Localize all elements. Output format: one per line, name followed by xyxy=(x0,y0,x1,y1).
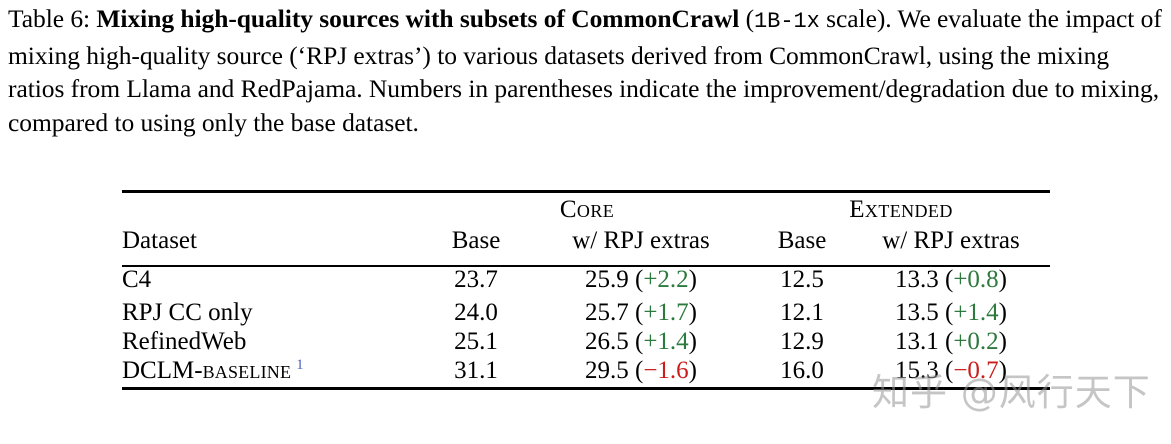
mix-delta: +1.7 xyxy=(643,299,689,326)
column-header-core-base: Base xyxy=(451,227,501,254)
mix-value: 13.5 xyxy=(894,299,939,326)
dataset-label: RPJ CC only xyxy=(122,299,253,326)
cell-core-base: 25.1 xyxy=(454,328,498,355)
table-group-header-row: Core Extended xyxy=(122,197,1050,228)
paren-open: ( xyxy=(938,328,954,355)
mix-delta: −0.7 xyxy=(953,357,999,384)
caption-scale-mono: 1B-1x xyxy=(754,9,820,34)
caption-label: Table 6: xyxy=(8,4,91,33)
mix-value: 25.9 xyxy=(584,266,629,293)
paren-open: ( xyxy=(938,266,954,293)
table-mid-rule xyxy=(122,265,1050,267)
caption-scale-open: ( xyxy=(739,4,755,33)
cell-extended-mix: 15.3 (−0.7) xyxy=(852,358,1050,387)
cell-core-base: 23.7 xyxy=(454,266,498,293)
mix-delta: +0.2 xyxy=(953,328,999,355)
cell-extended-mix: 13.1 (+0.2) xyxy=(852,329,1050,358)
cell-extended-base: 12.1 xyxy=(780,299,824,326)
footnote-reference-link[interactable]: 1 xyxy=(296,356,304,373)
cell-core-mix: 25.7 (+1.7) xyxy=(530,300,752,329)
mix-value: 13.3 xyxy=(894,266,939,293)
cell-dataset-name: RPJ CC only xyxy=(122,300,422,329)
mix-delta: −1.6 xyxy=(643,357,689,384)
caption-body: scale). We evaluate the impact of mixing… xyxy=(8,4,1162,137)
results-table-body: C4 23.7 25.9 (+2.2) 12.5 13.3 (+0.8) RPJ CC o… xyxy=(122,267,1050,387)
paren-close: ) xyxy=(688,299,697,326)
table-row: C4 23.7 25.9 (+2.2) 12.5 13.3 (+0.8) xyxy=(122,267,1050,300)
paren-close: ) xyxy=(688,266,697,293)
cell-core-mix: 29.5 (−1.6) xyxy=(530,358,752,387)
cell-core-mix: 26.5 (+1.4) xyxy=(530,329,752,358)
mix-value: 15.3 xyxy=(894,357,939,384)
cell-extended-mix: 13.5 (+1.4) xyxy=(852,300,1050,329)
group-header-core: Core xyxy=(559,196,615,223)
column-header-extended-mix: w/ RPJ extras xyxy=(882,227,1020,254)
paren-open: ( xyxy=(628,299,644,326)
paren-close: ) xyxy=(688,328,697,355)
table-row: RPJ CC only 24.0 25.7 (+1.7) 12.1 13.5 (+1.4… xyxy=(122,300,1050,329)
table-row: DCLM-baseline 1 31.1 29.5 (−1.6) 16.0 15.3 (−… xyxy=(122,356,1050,387)
mix-delta: +0.8 xyxy=(953,266,999,293)
cell-extended-mix: 13.3 (+0.8) xyxy=(852,267,1050,300)
results-table: Core Extended Dataset Base w/ RPJ extras… xyxy=(122,193,1050,265)
paren-close: ) xyxy=(688,357,697,384)
dataset-label: DCLM- xyxy=(122,357,203,384)
table-top-rule xyxy=(122,190,1050,193)
column-header-extended-base: Base xyxy=(777,227,827,254)
cell-dataset-name: RefinedWeb xyxy=(122,329,422,358)
mix-value: 29.5 xyxy=(584,357,629,384)
column-header-core-mix: w/ RPJ extras xyxy=(572,227,710,254)
table-column-header-row: Dataset Base w/ RPJ extras Base w/ RPJ e… xyxy=(122,228,1050,265)
column-header-dataset: Dataset xyxy=(122,227,197,254)
group-header-extended: Extended xyxy=(849,196,953,223)
paren-open: ( xyxy=(938,299,954,326)
mix-value: 25.7 xyxy=(584,299,629,326)
results-table-container: Core Extended Dataset Base w/ RPJ extras… xyxy=(122,190,1050,390)
paren-open: ( xyxy=(628,328,644,355)
cell-dataset-name: C4 xyxy=(122,267,422,300)
caption-title: Mixing high-quality sources with subsets… xyxy=(96,4,740,33)
cell-core-mix: 25.9 (+2.2) xyxy=(530,267,752,300)
paren-close: ) xyxy=(998,266,1007,293)
cell-core-base: 24.0 xyxy=(454,299,498,326)
table-caption: Table 6: Mixing high-quality sources wit… xyxy=(8,2,1166,139)
mix-value: 26.5 xyxy=(584,328,629,355)
mix-value: 13.1 xyxy=(894,328,939,355)
cell-dataset-name: DCLM-baseline 1 xyxy=(122,356,422,387)
paren-close: ) xyxy=(998,357,1007,384)
cell-extended-base: 12.5 xyxy=(780,266,824,293)
group-header-empty xyxy=(122,197,422,228)
paren-open: ( xyxy=(628,266,644,293)
paren-close: ) xyxy=(998,299,1007,326)
cell-core-base: 31.1 xyxy=(454,357,498,384)
paren-open: ( xyxy=(938,357,954,384)
cell-extended-base: 12.9 xyxy=(780,328,824,355)
dataset-label-smallcaps: baseline xyxy=(202,357,292,384)
mix-delta: +2.2 xyxy=(643,266,689,293)
dataset-label: C4 xyxy=(122,266,152,293)
cell-extended-base: 16.0 xyxy=(780,357,824,384)
paren-open: ( xyxy=(628,357,644,384)
table-bottom-rule xyxy=(122,387,1050,390)
mix-delta: +1.4 xyxy=(643,328,689,355)
mix-delta: +1.4 xyxy=(953,299,999,326)
paren-close: ) xyxy=(998,328,1007,355)
dataset-label: RefinedWeb xyxy=(122,328,247,355)
table-row: RefinedWeb 25.1 26.5 (+1.4) 12.9 13.1 (+0.2) xyxy=(122,329,1050,358)
